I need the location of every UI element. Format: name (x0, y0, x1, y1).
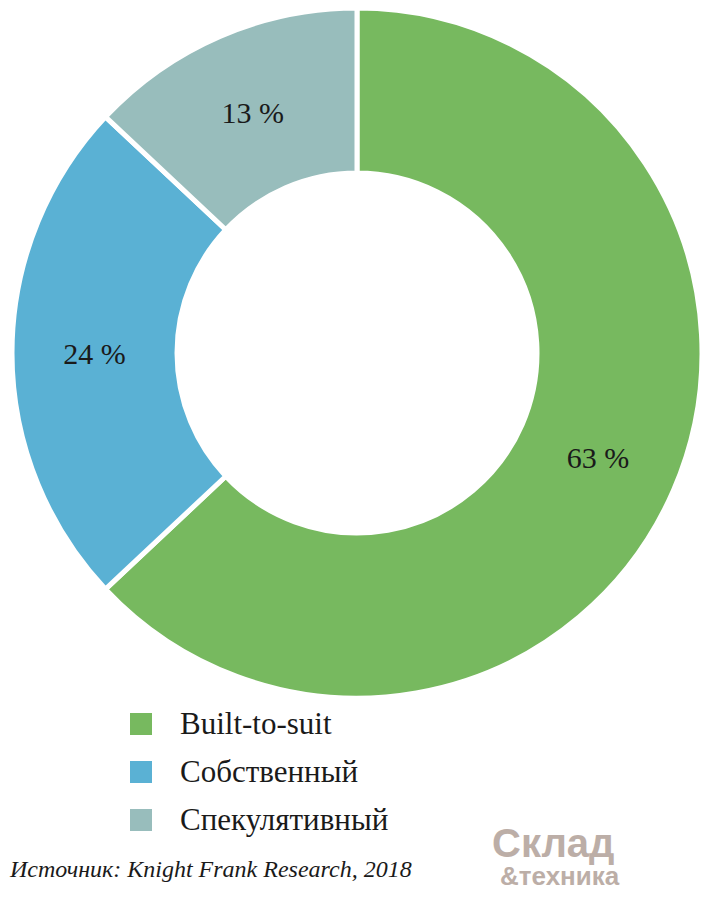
svg-text:24 %: 24 % (63, 337, 126, 370)
html-text:Собственный: Собственный (180, 754, 359, 789)
html-text:Источник: Knight Frank Researc: Источник: Knight Frank Research, 2018 (10, 856, 412, 882)
html-text:Built-to-suit: Built-to-suit (180, 706, 332, 741)
html-text:&техника: &техника (500, 861, 620, 891)
html-text:Спекулятивный: Спекулятивный (180, 802, 389, 837)
html-text:Склад: Склад (492, 821, 615, 865)
svg-text:63 %: 63 % (567, 441, 630, 474)
svg-text:13 %: 13 % (221, 96, 284, 129)
